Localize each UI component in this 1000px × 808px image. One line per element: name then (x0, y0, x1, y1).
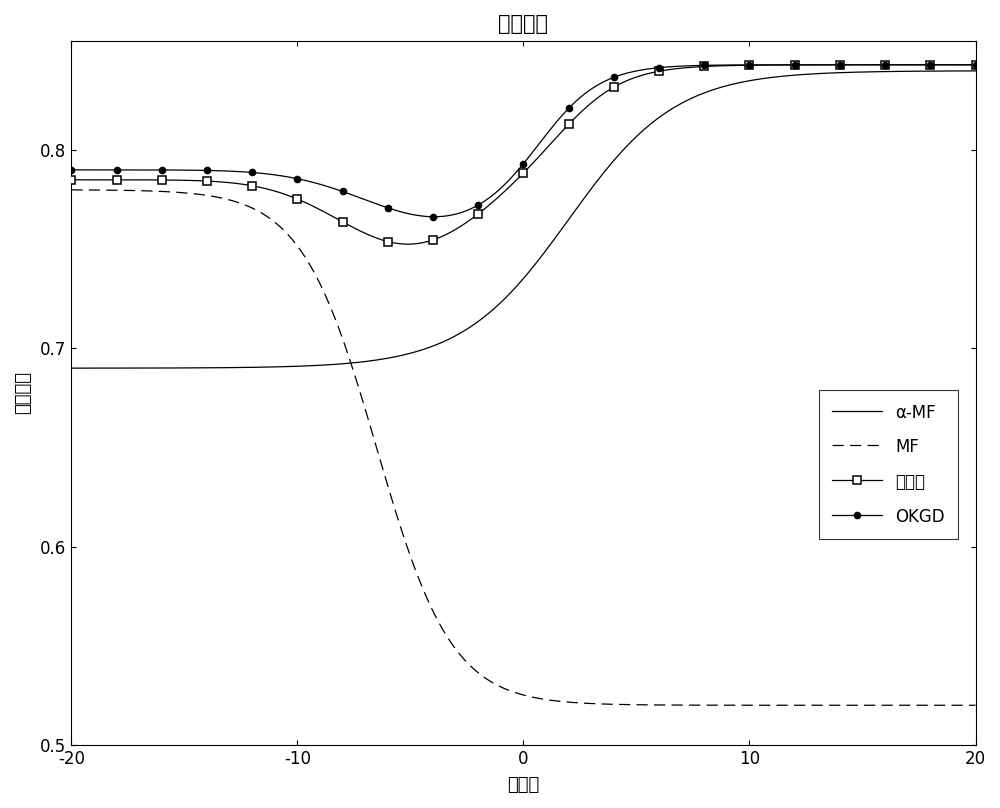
Legend: α-MF, MF, 本发明, OKGD: α-MF, MF, 本发明, OKGD (819, 390, 958, 540)
Title: 检测结果: 检测结果 (498, 14, 548, 34)
Y-axis label: 检测概率: 检测概率 (14, 372, 32, 415)
X-axis label: 杂噪比: 杂噪比 (507, 776, 540, 794)
